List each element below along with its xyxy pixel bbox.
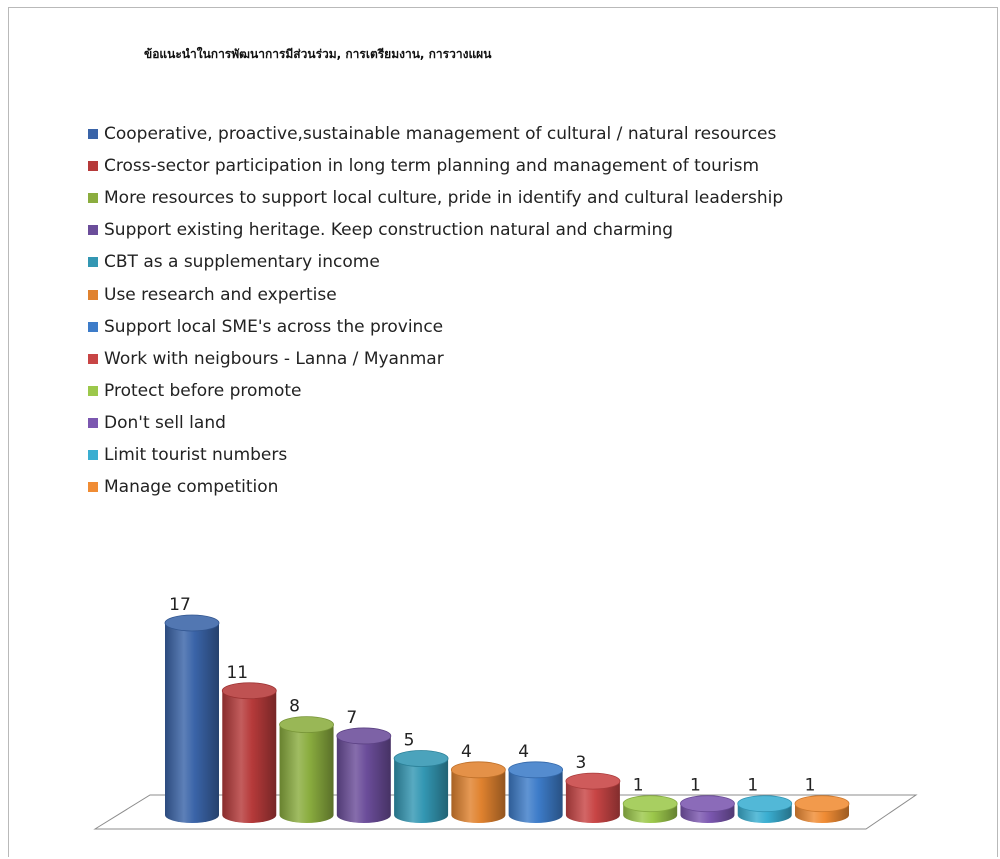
legend-item: Use research and expertise bbox=[88, 278, 783, 310]
legend-item: More resources to support local culture,… bbox=[88, 182, 783, 214]
bar-top bbox=[221, 682, 277, 700]
bar-top bbox=[565, 772, 621, 790]
bar bbox=[221, 682, 277, 823]
legend-item: Limit tourist numbers bbox=[88, 439, 783, 471]
bar-top bbox=[336, 727, 392, 745]
legend-item: Support local SME's across the province bbox=[88, 311, 783, 343]
bar-top bbox=[737, 795, 793, 813]
bar bbox=[565, 772, 621, 823]
data-label: 4 bbox=[518, 742, 529, 762]
bar-top bbox=[680, 795, 735, 813]
legend-label: CBT as a supplementary income bbox=[104, 252, 380, 273]
legend-swatch bbox=[88, 353, 98, 364]
legend-label: More resources to support local culture,… bbox=[104, 188, 784, 209]
legend-item: CBT as a supplementary income bbox=[88, 246, 783, 278]
bar-body bbox=[165, 623, 219, 823]
bar-body bbox=[222, 690, 277, 823]
legend-swatch bbox=[88, 129, 98, 140]
legend-label: Use research and expertise bbox=[104, 284, 337, 305]
data-label: 1 bbox=[690, 776, 701, 796]
bar bbox=[164, 614, 220, 823]
legend-label: Manage competition bbox=[104, 477, 279, 498]
legend-item: Protect before promote bbox=[88, 375, 783, 407]
bar bbox=[279, 716, 334, 823]
legend-swatch bbox=[88, 449, 98, 460]
bar-body bbox=[508, 769, 563, 823]
legend-swatch bbox=[88, 257, 98, 268]
bar bbox=[737, 795, 793, 823]
legend-swatch bbox=[88, 417, 98, 428]
legend-swatch bbox=[88, 161, 98, 172]
bar-body bbox=[394, 758, 449, 823]
legend-swatch bbox=[88, 385, 98, 396]
bar bbox=[508, 761, 564, 823]
legend-item: Support existing heritage. Keep construc… bbox=[88, 214, 783, 246]
data-label: 4 bbox=[461, 742, 472, 762]
legend-label: Protect before promote bbox=[104, 380, 302, 401]
data-label: 1 bbox=[747, 776, 758, 796]
legend-item: Cross-sector participation in long term … bbox=[88, 150, 783, 182]
legend-label: Limit tourist numbers bbox=[104, 444, 288, 465]
legend-swatch bbox=[88, 482, 98, 493]
legend-label: Don't sell land bbox=[104, 412, 226, 433]
bar-top bbox=[794, 795, 850, 813]
data-label: 3 bbox=[575, 753, 586, 773]
bar-top bbox=[508, 761, 564, 779]
legend-swatch bbox=[88, 321, 98, 332]
bar bbox=[794, 795, 850, 823]
legend-item: Work with neigbours - Lanna / Myanmar bbox=[88, 343, 783, 375]
bar-top bbox=[622, 795, 678, 813]
chart-legend: Cooperative, proactive,sustainable manag… bbox=[88, 118, 783, 503]
data-label: 11 bbox=[226, 663, 248, 683]
bar-top bbox=[279, 716, 334, 734]
data-label: 7 bbox=[346, 708, 357, 728]
legend-label: Cooperative, proactive,sustainable manag… bbox=[104, 124, 777, 145]
bar bbox=[622, 795, 678, 823]
legend-item: Don't sell land bbox=[88, 407, 783, 439]
legend-swatch bbox=[88, 193, 98, 204]
legend-label: Support local SME's across the province bbox=[104, 316, 444, 337]
bar bbox=[680, 795, 735, 823]
bar bbox=[450, 761, 506, 823]
data-label: 1 bbox=[805, 776, 816, 796]
legend-label: Cross-sector participation in long term … bbox=[104, 156, 760, 177]
bar-top bbox=[164, 614, 220, 632]
legend-label: Work with neigbours - Lanna / Myanmar bbox=[104, 348, 444, 369]
data-label: 17 bbox=[169, 595, 191, 615]
bar-top bbox=[393, 750, 449, 767]
bar bbox=[393, 750, 449, 823]
bar-body bbox=[451, 769, 506, 823]
legend-swatch bbox=[88, 289, 98, 300]
data-label: 8 bbox=[289, 697, 300, 717]
bar-top bbox=[450, 761, 506, 779]
bar-body bbox=[279, 724, 334, 823]
legend-item: Manage competition bbox=[88, 471, 783, 503]
data-label: 5 bbox=[404, 731, 415, 751]
bar-body bbox=[336, 735, 391, 823]
bar bbox=[336, 727, 392, 823]
bar-body bbox=[565, 781, 620, 823]
data-label: 1 bbox=[633, 776, 644, 796]
legend-label: Support existing heritage. Keep construc… bbox=[104, 220, 674, 241]
legend-item: Cooperative, proactive,sustainable manag… bbox=[88, 118, 783, 150]
chart-title: ข้อแนะนำในการพัฒนาการมีส่วนร่วม, การเตรี… bbox=[144, 47, 492, 61]
legend-swatch bbox=[88, 225, 98, 236]
